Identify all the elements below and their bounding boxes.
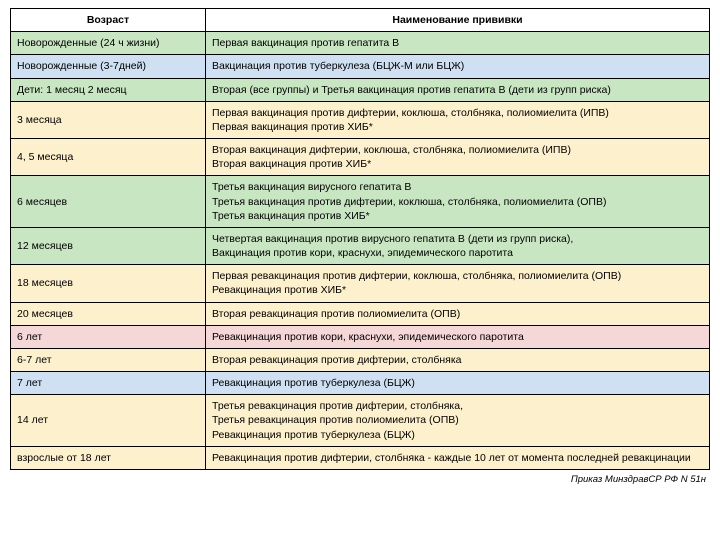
cell-vaccine: Вторая ревакцинация против полиомиелита … xyxy=(206,302,710,325)
table-row: 6 лет Ревакцинация против кори, краснухи,… xyxy=(11,325,710,348)
table-row: взрослые от 18 лет Ревакцинация против ди… xyxy=(11,446,710,469)
table-row: 3 месяца Первая вакцинация против дифтери… xyxy=(11,101,710,138)
vaccine-line: Вторая ревакцинация против дифтерии, сто… xyxy=(212,353,703,367)
table-row: 12 месяцев Четвертая вакцинация против ви… xyxy=(11,227,710,264)
vaccine-line: Ревакцинация против туберкулеза (БЦЖ) xyxy=(212,428,703,442)
vaccine-line: Третья вакцинация вирусного гепатита В xyxy=(212,180,703,194)
vaccine-line: Ревакцинация против ХИБ* xyxy=(212,283,703,297)
vaccine-line: Первая вакцинация против ХИБ* xyxy=(212,120,703,134)
vaccine-line: Вторая (все группы) и Третья вакцинация … xyxy=(212,83,703,97)
table-row: Новорожденные (3-7дней) Вакцинация против… xyxy=(11,55,710,78)
table-row: 6-7 лет Вторая ревакцинация против дифтер… xyxy=(11,348,710,371)
footnote: Приказ МинздравСР РФ N 51н xyxy=(10,474,710,485)
table-row: Новорожденные (24 ч жизни) Первая вакцина… xyxy=(11,32,710,55)
table-row: 18 месяцев Первая ревакцинация против диф… xyxy=(11,265,710,302)
header-vaccine: Наименование прививки xyxy=(206,9,710,32)
table-row: 4, 5 месяца Вторая вакцинация дифтерии, к… xyxy=(11,139,710,176)
cell-age: Новорожденные (24 ч жизни) xyxy=(11,32,206,55)
cell-age: 4, 5 месяца xyxy=(11,139,206,176)
cell-age: 3 месяца xyxy=(11,101,206,138)
vaccine-line: Ревакцинация против туберкулеза (БЦЖ) xyxy=(212,376,703,390)
cell-vaccine: Вторая вакцинация дифтерии, коклюша, сто… xyxy=(206,139,710,176)
vaccine-line: Вакцинация против кори, краснухи, эпидем… xyxy=(212,246,703,260)
cell-vaccine: Первая вакцинация против гепатита В xyxy=(206,32,710,55)
vaccine-line: Четвертая вакцинация против вирусного ге… xyxy=(212,232,703,246)
table-row: Дети: 1 месяц 2 месяц Вторая (все группы)… xyxy=(11,78,710,101)
cell-vaccine: Третья ревакцинация против дифтерии, сто… xyxy=(206,395,710,447)
vaccine-line: Ревакцинация против дифтерии, столбняка … xyxy=(212,451,703,465)
cell-age: 6 месяцев xyxy=(11,176,206,228)
cell-age: 14 лет xyxy=(11,395,206,447)
cell-age: взрослые от 18 лет xyxy=(11,446,206,469)
cell-vaccine: Четвертая вакцинация против вирусного ге… xyxy=(206,227,710,264)
cell-vaccine: Вакцинация против туберкулеза (БЦЖ-М или… xyxy=(206,55,710,78)
vaccine-line: Третья ревакцинация против полиомиелита … xyxy=(212,413,703,427)
cell-age: 20 месяцев xyxy=(11,302,206,325)
cell-vaccine: Ревакцинация против кори, краснухи, эпид… xyxy=(206,325,710,348)
vaccine-line: Первая вакцинация против дифтерии, коклю… xyxy=(212,106,703,120)
vaccine-line: Первая ревакцинация против дифтерии, кок… xyxy=(212,269,703,283)
vaccine-line: Первая вакцинация против гепатита В xyxy=(212,36,703,50)
cell-vaccine: Первая ревакцинация против дифтерии, кок… xyxy=(206,265,710,302)
table-header-row: Возраст Наименование прививки xyxy=(11,9,710,32)
vaccine-line: Вакцинация против туберкулеза (БЦЖ-М или… xyxy=(212,59,703,73)
cell-age: Дети: 1 месяц 2 месяц xyxy=(11,78,206,101)
vaccine-line: Вторая вакцинация против ХИБ* xyxy=(212,157,703,171)
cell-vaccine: Вторая (все группы) и Третья вакцинация … xyxy=(206,78,710,101)
cell-age: Новорожденные (3-7дней) xyxy=(11,55,206,78)
cell-age: 6-7 лет xyxy=(11,348,206,371)
cell-vaccine: Третья вакцинация вирусного гепатита ВТр… xyxy=(206,176,710,228)
table-row: 6 месяцевТретья вакцинация вирусного геп… xyxy=(11,176,710,228)
table-row: 14 лет Третья ревакцинация против дифтери… xyxy=(11,395,710,447)
cell-age: 6 лет xyxy=(11,325,206,348)
cell-vaccine: Первая вакцинация против дифтерии, коклю… xyxy=(206,101,710,138)
table-row: 7 лет Ревакцинация против туберкулеза (БЦ… xyxy=(11,372,710,395)
cell-vaccine: Вторая ревакцинация против дифтерии, сто… xyxy=(206,348,710,371)
vaccine-line: Вторая вакцинация дифтерии, коклюша, сто… xyxy=(212,143,703,157)
vaccine-line: Третья ревакцинация против дифтерии, сто… xyxy=(212,399,703,413)
vaccine-line: Ревакцинация против кори, краснухи, эпид… xyxy=(212,330,703,344)
vaccine-line: Третья вакцинация против дифтерии, коклю… xyxy=(212,195,703,209)
header-age: Возраст xyxy=(11,9,206,32)
vaccine-line: Вторая ревакцинация против полиомиелита … xyxy=(212,307,703,321)
vaccine-line: Третья вакцинация против ХИБ* xyxy=(212,209,703,223)
cell-age: 12 месяцев xyxy=(11,227,206,264)
cell-age: 7 лет xyxy=(11,372,206,395)
cell-age: 18 месяцев xyxy=(11,265,206,302)
cell-vaccine: Ревакцинация против туберкулеза (БЦЖ) xyxy=(206,372,710,395)
table-row: 20 месяцев Вторая ревакцинация против пол… xyxy=(11,302,710,325)
vaccination-schedule-table: Возраст Наименование прививки Новорожден… xyxy=(10,8,710,470)
cell-vaccine: Ревакцинация против дифтерии, столбняка … xyxy=(206,446,710,469)
